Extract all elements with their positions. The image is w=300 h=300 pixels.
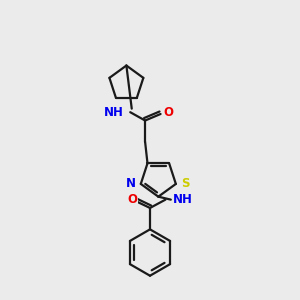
Text: O: O: [164, 106, 173, 119]
Text: N: N: [125, 177, 135, 190]
Text: NH: NH: [104, 106, 124, 119]
Text: S: S: [181, 177, 190, 190]
Text: O: O: [127, 193, 137, 206]
Text: NH: NH: [173, 193, 193, 206]
